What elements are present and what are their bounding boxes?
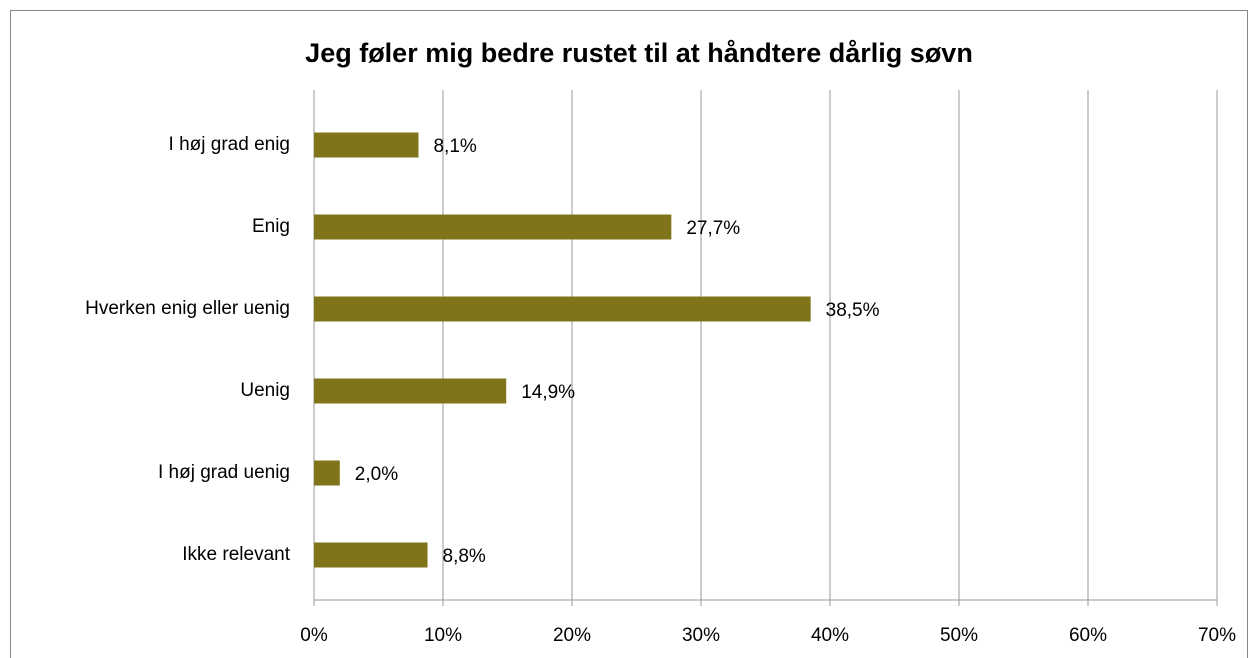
data-label: 27,7% [686,218,740,239]
data-label: 8,1% [433,136,476,157]
y-tick-label: Hverken enig eller uenig [85,298,290,319]
x-tick-label: 50% [940,625,978,646]
y-tick-label: I høj grad uenig [158,462,290,483]
x-tick-label: 40% [811,625,849,646]
y-tick-label: I høj grad enig [169,134,290,155]
x-tick-label: 0% [300,625,328,646]
y-tick-label: Ikke relevant [182,544,290,565]
data-label: 38,5% [826,300,880,321]
chart-border [10,10,1248,658]
bar [314,542,428,568]
data-label: 14,9% [521,382,575,403]
data-label: 8,8% [443,546,486,567]
y-tick-label: Uenig [240,380,290,401]
x-tick-label: 60% [1069,625,1107,646]
x-tick-label: 20% [553,625,591,646]
y-tick-label: Enig [252,216,290,237]
bar [314,378,507,404]
bar [314,296,811,322]
bar [314,214,672,240]
data-label: 2,0% [355,464,398,485]
bar [314,132,419,158]
bar [314,460,340,486]
chart-title: Jeg føler mig bedre rustet til at håndte… [305,38,973,68]
x-tick-label: 10% [424,625,462,646]
x-tick-label: 30% [682,625,720,646]
x-tick-label: 70% [1198,625,1236,646]
